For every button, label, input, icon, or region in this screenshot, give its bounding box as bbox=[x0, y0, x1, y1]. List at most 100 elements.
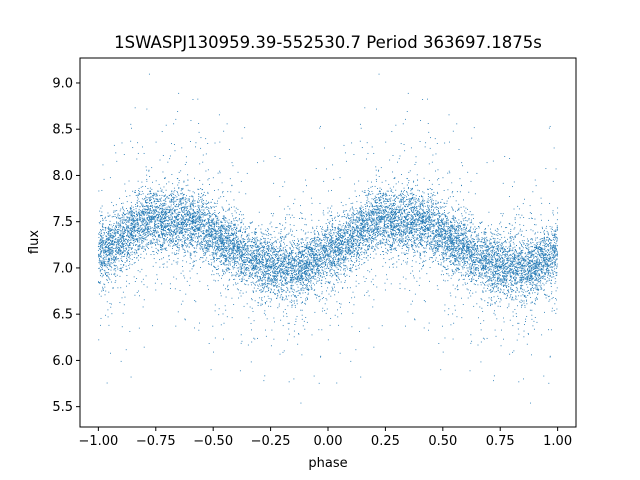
data-point bbox=[183, 225, 185, 227]
data-point bbox=[454, 247, 456, 249]
data-point bbox=[199, 208, 200, 210]
data-point bbox=[350, 217, 352, 219]
data-point bbox=[294, 324, 296, 325]
data-point bbox=[175, 237, 177, 239]
data-point bbox=[168, 215, 170, 217]
data-point bbox=[343, 229, 344, 231]
data-point bbox=[257, 277, 258, 279]
data-point bbox=[275, 227, 277, 229]
data-point bbox=[345, 238, 346, 239]
data-point bbox=[145, 209, 146, 211]
data-point bbox=[312, 266, 314, 267]
data-point bbox=[240, 255, 242, 257]
data-point bbox=[247, 246, 249, 247]
data-point bbox=[335, 240, 337, 242]
data-point bbox=[468, 248, 470, 250]
data-point bbox=[302, 239, 304, 241]
data-point bbox=[284, 279, 286, 281]
data-point bbox=[265, 272, 267, 274]
data-point bbox=[419, 235, 421, 236]
data-point bbox=[207, 169, 209, 171]
data-point bbox=[430, 240, 432, 242]
data-point bbox=[142, 206, 143, 208]
data-point bbox=[347, 253, 349, 255]
data-point bbox=[343, 264, 345, 266]
data-point bbox=[121, 240, 123, 242]
data-point bbox=[309, 260, 311, 262]
data-point bbox=[552, 270, 554, 272]
data-point bbox=[105, 240, 107, 242]
data-point bbox=[472, 249, 474, 251]
data-point bbox=[399, 227, 401, 228]
data-point bbox=[463, 232, 465, 234]
data-point bbox=[464, 274, 466, 276]
data-point bbox=[487, 271, 489, 273]
data-point bbox=[253, 287, 255, 289]
data-point bbox=[107, 215, 109, 217]
data-point bbox=[325, 254, 326, 256]
data-point bbox=[214, 223, 216, 225]
data-point bbox=[422, 216, 424, 217]
data-point bbox=[463, 260, 465, 262]
data-point bbox=[373, 219, 375, 221]
data-point bbox=[335, 254, 337, 256]
data-point bbox=[347, 231, 348, 232]
data-point bbox=[236, 246, 238, 248]
data-point bbox=[308, 289, 309, 290]
data-point bbox=[359, 255, 361, 256]
data-point bbox=[432, 216, 434, 218]
data-point bbox=[381, 204, 383, 206]
data-point bbox=[388, 228, 390, 229]
data-point bbox=[447, 232, 449, 234]
data-point bbox=[99, 223, 101, 225]
data-point bbox=[457, 223, 459, 225]
data-point bbox=[107, 240, 109, 242]
data-point bbox=[277, 290, 279, 292]
data-point bbox=[243, 266, 245, 268]
data-point bbox=[148, 197, 150, 199]
data-point bbox=[259, 279, 261, 281]
data-point bbox=[478, 233, 479, 235]
data-point bbox=[168, 181, 170, 183]
data-point bbox=[436, 209, 438, 210]
data-point bbox=[384, 224, 386, 225]
data-point bbox=[545, 250, 547, 252]
data-point bbox=[268, 264, 269, 266]
data-point bbox=[414, 200, 416, 202]
data-point bbox=[361, 229, 363, 231]
data-point bbox=[210, 231, 212, 233]
data-point bbox=[199, 213, 201, 215]
data-point bbox=[458, 226, 460, 228]
data-point bbox=[265, 262, 267, 264]
data-point bbox=[160, 244, 161, 245]
data-point bbox=[321, 276, 323, 278]
data-point bbox=[364, 107, 366, 109]
data-point bbox=[265, 279, 267, 281]
data-point bbox=[126, 260, 128, 262]
data-point bbox=[416, 224, 418, 226]
data-point bbox=[310, 251, 312, 253]
data-point bbox=[517, 322, 519, 324]
data-point bbox=[376, 213, 378, 215]
data-point bbox=[285, 266, 287, 267]
data-point bbox=[468, 252, 470, 254]
data-point bbox=[326, 234, 327, 235]
data-point bbox=[368, 192, 370, 194]
data-point bbox=[212, 240, 213, 242]
data-point bbox=[162, 212, 164, 214]
data-point bbox=[280, 276, 282, 278]
data-point bbox=[530, 259, 532, 261]
data-point bbox=[327, 245, 329, 247]
data-point bbox=[286, 272, 288, 274]
data-point bbox=[342, 237, 344, 239]
data-point bbox=[526, 258, 528, 260]
data-point bbox=[260, 256, 261, 258]
data-point bbox=[293, 263, 295, 264]
data-point bbox=[239, 292, 241, 294]
data-point bbox=[470, 222, 472, 224]
data-point bbox=[511, 280, 513, 282]
data-point bbox=[377, 211, 379, 213]
data-point bbox=[378, 73, 380, 75]
data-point bbox=[102, 240, 103, 242]
data-point bbox=[509, 265, 511, 267]
